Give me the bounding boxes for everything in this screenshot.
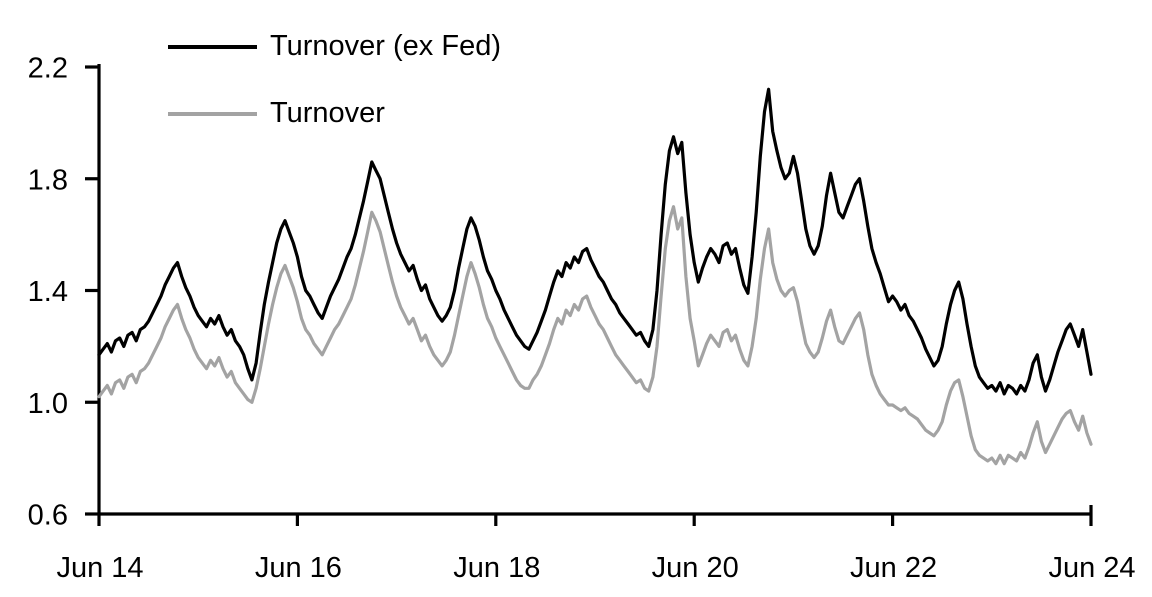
legend-line-swatch-gray (168, 111, 257, 116)
x-axis-tick-label: Jun 20 (652, 552, 739, 584)
series-line-turnover (97, 205, 1093, 466)
legend-item-turnover: Turnover (168, 99, 385, 128)
series-line-turnover-ex-fed (97, 87, 1093, 396)
x-axis-tick-label: Jun 24 (1048, 552, 1135, 584)
legend-label-turnover-ex-fed: Turnover (ex Fed) (270, 30, 501, 62)
x-axis-tick-label: Jun 22 (850, 552, 937, 584)
x-axis-tick-label: Jun 14 (56, 552, 143, 584)
legend-label-turnover: Turnover (270, 97, 385, 129)
y-axis-tick-label: 2.2 (28, 53, 68, 85)
y-axis-tick-label: 1.8 (28, 164, 68, 196)
y-axis-tick-label: 1.0 (28, 388, 68, 420)
legend-item-turnover-ex-fed: Turnover (ex Fed) (168, 32, 501, 61)
y-axis-tick-label: 1.4 (28, 276, 68, 308)
x-axis-tick-label: Jun 18 (453, 552, 540, 584)
x-axis-tick-label: Jun 16 (255, 552, 342, 584)
legend-line-swatch-black (168, 44, 257, 49)
y-axis-tick-label: 0.6 (28, 500, 68, 532)
